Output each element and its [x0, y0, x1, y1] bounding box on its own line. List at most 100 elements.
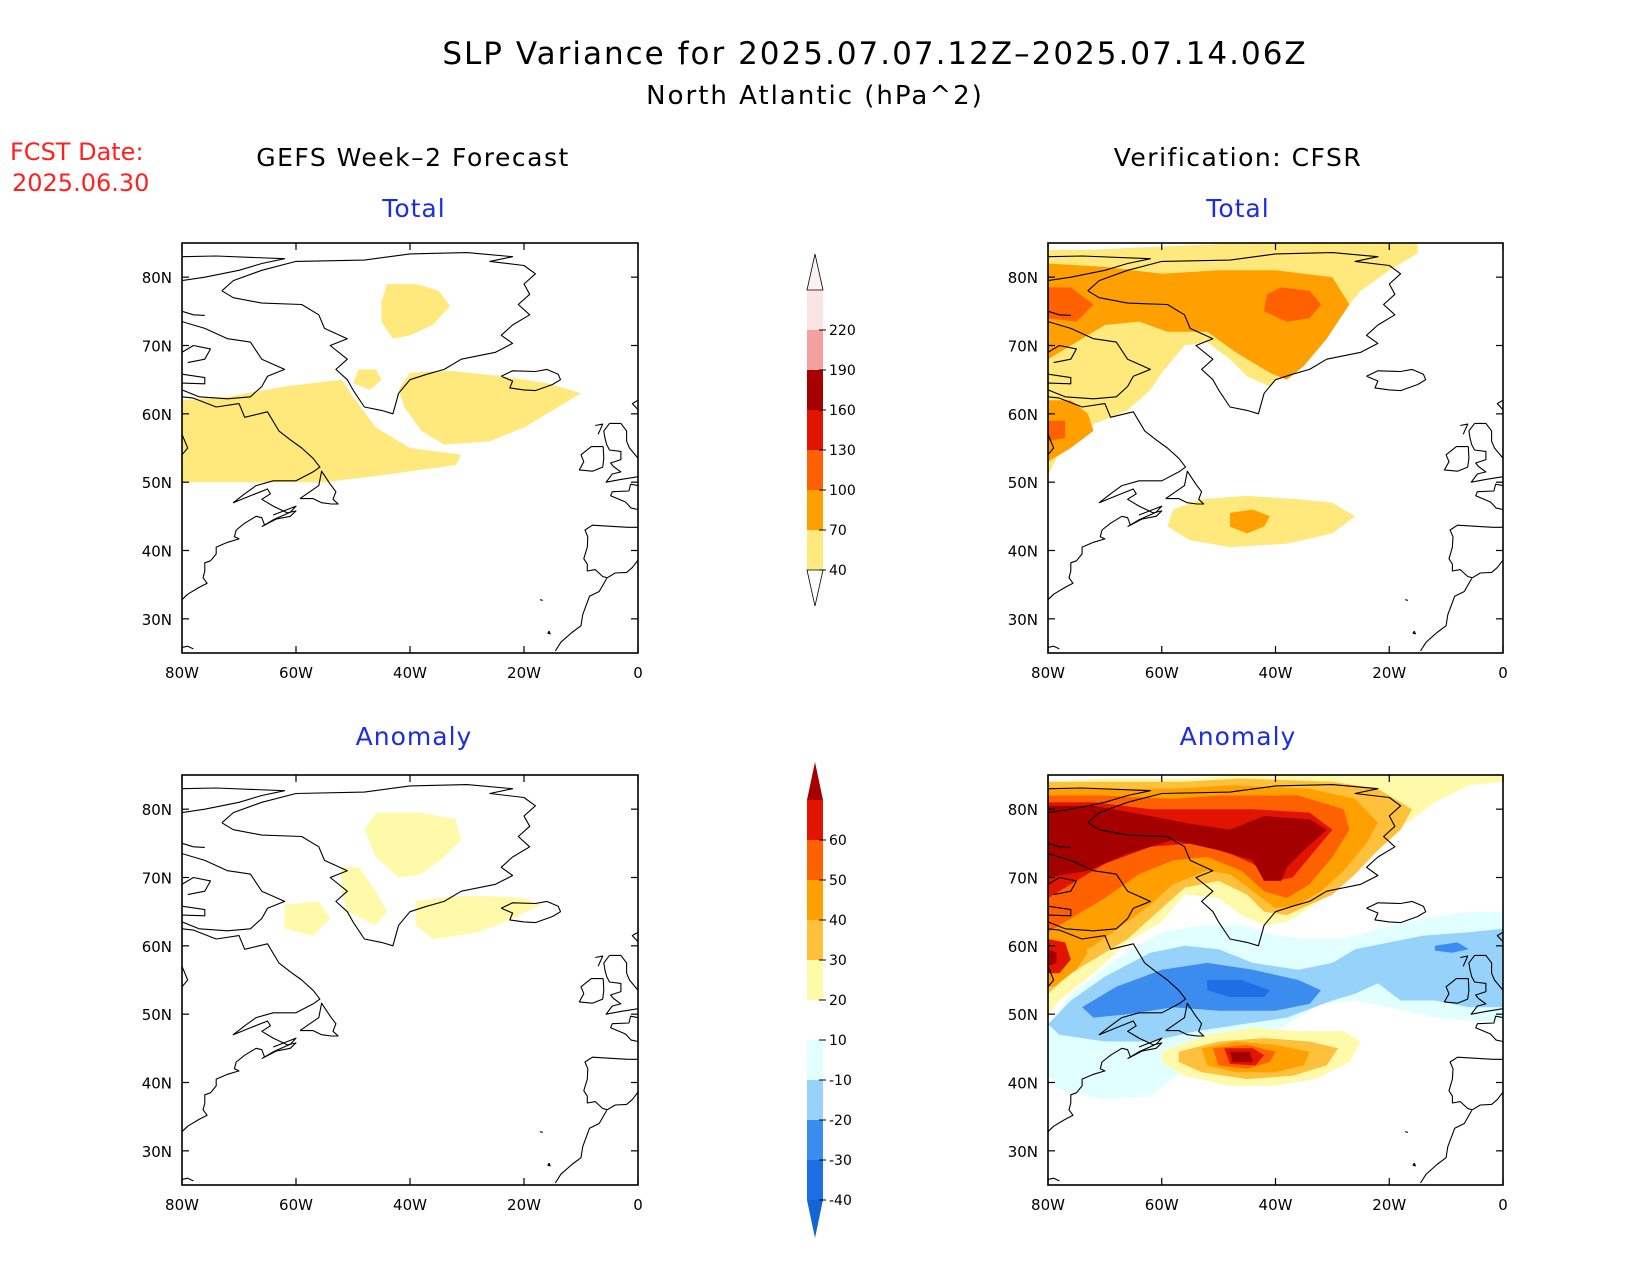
x-tick-label: 40W: [393, 664, 427, 682]
colorbar-label-total-6: 220: [829, 323, 856, 339]
colorbar-lower-extension: [807, 1200, 823, 1238]
colorbar-box-total-0: [807, 530, 823, 570]
map-panel-forecast-total: 80W 60W 40W 20W 0 30N 40N 50N 60N 70N 80N: [142, 243, 648, 682]
panel-title-forecast-anomaly: Anomaly: [356, 722, 473, 751]
y-tick-label: 80N: [1008, 269, 1038, 287]
colorbar-label-anomaly-0: -40: [829, 1193, 852, 1209]
x-tick-label: 60W: [1145, 1196, 1179, 1214]
x-tick-label: 60W: [279, 664, 313, 682]
coastline-madeira: [1405, 1132, 1408, 1133]
x-tick-label: 60W: [1145, 664, 1179, 682]
x-tick-label: 0: [633, 1196, 643, 1214]
colorbar-box-anomaly-9: [807, 800, 823, 840]
x-tick-label: 20W: [507, 1196, 541, 1214]
fcst-date-label: FCST Date:: [10, 138, 144, 166]
x-tick-label: 20W: [507, 664, 541, 682]
y-tick-label: 30N: [1008, 611, 1038, 629]
map-panel-forecast-anomaly: 80W 60W 40W 20W 0 30N 40N 50N 60N 70N 80N: [142, 775, 648, 1214]
colorbar-label-anomaly-9: 60: [829, 833, 847, 849]
y-tick-label: 80N: [142, 801, 172, 819]
panel-title-verification-total: Total: [1205, 194, 1269, 223]
colorbar-box-anomaly-4: [807, 1000, 823, 1040]
colorbar-box-anomaly-8: [807, 840, 823, 880]
colorbar-box-total-3: [807, 410, 823, 450]
colorbar-label-total-2: 100: [829, 483, 856, 499]
colorbar-box-anomaly-6: [807, 920, 823, 960]
x-tick-label: 20W: [1372, 664, 1406, 682]
y-tick-label: 50N: [1008, 474, 1038, 492]
colorbar-label-anomaly-6: 30: [829, 953, 847, 969]
y-tick-label: 50N: [142, 474, 172, 492]
contour-region-100-5: [1048, 421, 1065, 442]
x-tick-label: 40W: [393, 1196, 427, 1214]
panel-title-verification-anomaly: Anomaly: [1180, 722, 1297, 751]
coastline-madeira: [1405, 600, 1408, 601]
colorbar-box-anomaly-7: [807, 880, 823, 920]
colorbar-label-anomaly-5: 20: [829, 993, 847, 1009]
y-tick-label: 40N: [1008, 1075, 1038, 1093]
colorbar-lower-extension: [807, 570, 823, 606]
colorbar-label-anomaly-4: 10: [829, 1033, 847, 1049]
colorbar-box-anomaly-5: [807, 960, 823, 1000]
x-tick-label: 0: [1498, 664, 1508, 682]
x-tick-label: 80W: [165, 1196, 199, 1214]
x-tick-label: 20W: [1372, 1196, 1406, 1214]
column-title-verification: Verification: CFSR: [1114, 143, 1362, 172]
colorbar-label-anomaly-3: -10: [829, 1073, 852, 1089]
y-tick-label: 80N: [142, 269, 172, 287]
y-tick-label: 70N: [142, 338, 172, 356]
colorbar-label-total-1: 70: [829, 523, 847, 539]
y-tick-label: 40N: [142, 543, 172, 561]
y-tick-label: 50N: [142, 1006, 172, 1024]
y-tick-label: 70N: [1008, 870, 1038, 888]
y-tick-label: 60N: [1008, 406, 1038, 424]
contour-region-60-19: [1230, 1052, 1253, 1062]
colorbar-box-anomaly-3: [807, 1040, 823, 1080]
figure-title: SLP Variance for 2025.07.07.12Z–2025.07.…: [442, 36, 1307, 72]
y-tick-label: 80N: [1008, 801, 1038, 819]
colorbar-label-anomaly-7: 40: [829, 913, 847, 929]
colorbar-anomaly: -40-30-20-10102030405060: [807, 762, 852, 1238]
coastline-madeira: [540, 1132, 543, 1133]
colorbar-box-total-5: [807, 330, 823, 370]
map-panel-verification-total: 80W 60W 40W 20W 0 30N 40N 50N 60N 70N 80N: [1008, 243, 1513, 682]
figure: SLP Variance for 2025.07.07.12Z–2025.07.…: [0, 0, 1650, 1275]
y-tick-label: 30N: [142, 1143, 172, 1161]
colorbar-box-anomaly-2: [807, 1080, 823, 1120]
colorbar-total: 40 70 100 130 160 190 220: [807, 254, 856, 606]
y-tick-label: 60N: [142, 406, 172, 424]
panel-title-forecast-total: Total: [381, 194, 445, 223]
x-tick-label: 40W: [1259, 1196, 1293, 1214]
y-tick-label: 70N: [1008, 338, 1038, 356]
x-tick-label: 0: [1498, 1196, 1508, 1214]
colorbar-label-anomaly-1: -30: [829, 1153, 852, 1169]
colorbar-box-anomaly-1: [807, 1120, 823, 1160]
y-tick-label: 60N: [1008, 938, 1038, 956]
colorbar-label-total-3: 130: [829, 443, 856, 459]
x-tick-label: 80W: [1031, 1196, 1065, 1214]
map-panel-verification-anomaly: 80W 60W 40W 20W 030N40N50N60N70N80N: [1008, 775, 1513, 1214]
y-tick-label: 60N: [142, 938, 172, 956]
figure-subtitle: North Atlantic (hPa^2): [646, 81, 984, 111]
coastline-madeira: [540, 600, 543, 601]
y-tick-label: 30N: [142, 611, 172, 629]
colorbar-label-anomaly-8: 50: [829, 873, 847, 889]
colorbar-upper-extension: [807, 254, 823, 290]
x-tick-label: 60W: [279, 1196, 313, 1214]
colorbar-label-total-4: 160: [829, 403, 856, 419]
colorbar-box-total-6: [807, 290, 823, 330]
x-tick-label: 0: [633, 664, 643, 682]
fcst-date-value: 2025.06.30: [12, 169, 149, 197]
y-tick-label: 30N: [1008, 1143, 1038, 1161]
y-tick-label: 40N: [142, 1075, 172, 1093]
x-tick-label: 40W: [1259, 664, 1293, 682]
colorbar-box-anomaly-0: [807, 1160, 823, 1200]
colorbar-label-total-5: 190: [829, 363, 856, 379]
colorbar-box-total-4: [807, 370, 823, 410]
x-tick-label: 80W: [165, 664, 199, 682]
y-tick-label: 70N: [142, 870, 172, 888]
x-tick-label: 80W: [1031, 664, 1065, 682]
colorbar-label-total-0: 40: [829, 563, 847, 579]
colorbar-box-total-1: [807, 490, 823, 530]
y-tick-label: 40N: [1008, 543, 1038, 561]
